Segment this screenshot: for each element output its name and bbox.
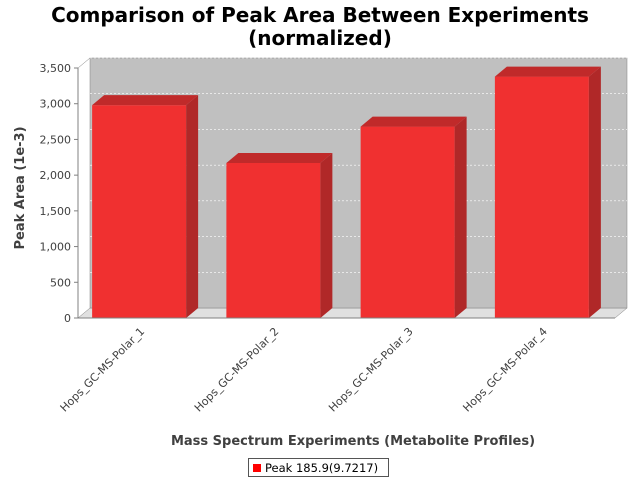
bar-side — [454, 116, 467, 318]
bar-top — [360, 116, 467, 127]
chart-title: Comparison of Peak Area Between Experime… — [51, 3, 589, 27]
bar-side — [588, 66, 601, 318]
y-tick-label: 3,500 — [40, 62, 72, 75]
legend: Peak 185.9(9.7217) — [248, 458, 389, 477]
x-tick-label: Hops_GC-MS-Polar_4 — [460, 325, 550, 415]
bar-side — [320, 153, 333, 318]
bar — [494, 66, 601, 318]
chart-subtitle: (normalized) — [248, 26, 392, 50]
x-axis-label: Mass Spectrum Experiments (Metabolite Pr… — [171, 434, 535, 449]
bar-side — [186, 95, 199, 319]
bar-top — [226, 153, 333, 163]
legend-swatch — [253, 463, 261, 472]
y-tick-label: 1,000 — [40, 241, 72, 254]
y-tick-label: 2,500 — [40, 133, 72, 146]
x-axis-ticks: Hops_GC-MS-Polar_1 Hops_GC-MS-Polar_2 Hops… — [58, 325, 550, 415]
y-axis-label: Peak Area (1e-3) — [13, 126, 28, 249]
y-tick-label: 2,000 — [40, 169, 72, 182]
x-tick-label: Hops_GC-MS-Polar_2 — [192, 325, 282, 415]
y-axis-ticks: 0 500 1,000 1,500 2,000 2,500 3,000 3,500 — [40, 62, 78, 325]
y-tick-label: 1,500 — [40, 205, 72, 218]
axes — [77, 68, 615, 319]
y-tick-label: 3,000 — [40, 98, 72, 111]
bar-front — [360, 126, 455, 318]
bar-front — [494, 76, 589, 318]
bar — [226, 153, 333, 318]
x-tick-label: Hops_GC-MS-Polar_1 — [58, 325, 148, 415]
x-tick-label: Hops_GC-MS-Polar_3 — [326, 325, 416, 415]
bar — [360, 116, 467, 318]
bar-front — [226, 163, 321, 318]
legend-label: Peak 185.9(9.7217) — [265, 460, 379, 475]
plot-edge — [77, 57, 91, 69]
bar-top — [92, 95, 199, 106]
y-tick-label: 500 — [50, 276, 71, 289]
y-tick-label: 0 — [64, 312, 71, 325]
bar-top — [494, 66, 601, 77]
bar — [92, 95, 199, 319]
bar-front — [92, 105, 187, 319]
bars — [92, 66, 601, 319]
